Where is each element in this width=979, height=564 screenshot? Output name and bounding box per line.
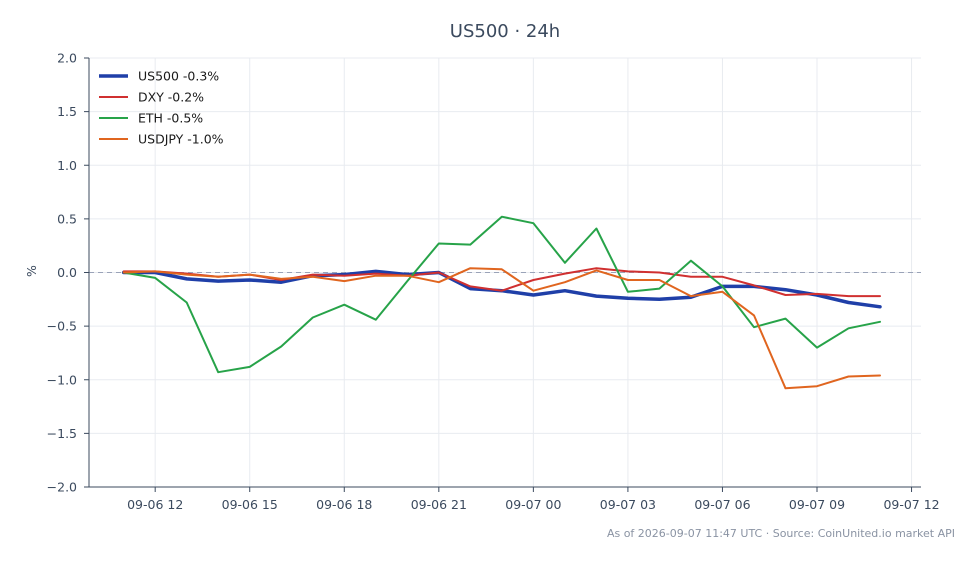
y-tick-label-6: 1.0 <box>57 158 77 173</box>
y-tick-label-3: −0.5 <box>47 319 77 334</box>
y-axis-ticks: −2.0 −1.5 −1.0 −0.5 0.0 0.5 1.0 1.5 2.0 <box>47 51 89 495</box>
y-axis-label: % <box>24 265 39 277</box>
series-line-2 <box>122 215 881 374</box>
legend-label-2: ETH -0.5% <box>138 111 203 126</box>
x-tick-label-8: 09-07 12 <box>883 497 939 512</box>
x-tick-label-6: 09-07 06 <box>694 497 750 512</box>
chart-title: US500 · 24h <box>450 21 560 42</box>
y-tick-label-8: 2.0 <box>57 51 77 66</box>
series-line-3 <box>122 267 881 390</box>
footer-source: As of 2026-09-07 11:47 UTC · Source: Coi… <box>607 527 955 540</box>
x-tick-label-5: 09-07 03 <box>600 497 656 512</box>
x-tick-label-7: 09-07 09 <box>789 497 845 512</box>
legend-label-1: DXY -0.2% <box>138 90 204 105</box>
series-lines <box>121 215 882 390</box>
y-tick-label-4: 0.0 <box>57 265 77 280</box>
y-tick-label-5: 0.5 <box>57 211 77 226</box>
x-tick-label-3: 09-06 21 <box>411 497 467 512</box>
legend-label-3: USDJPY -1.0% <box>138 132 224 147</box>
x-axis-ticks: 09-06 12 09-06 15 09-06 18 09-06 21 09-07 00… <box>127 487 940 512</box>
x-tick-label-0: 09-06 12 <box>127 497 183 512</box>
y-tick-label-2: −1.0 <box>47 372 77 387</box>
x-tick-label-2: 09-06 18 <box>316 497 372 512</box>
y-tick-label-7: 1.5 <box>57 104 77 119</box>
x-tick-label-4: 09-07 00 <box>505 497 561 512</box>
y-tick-label-1: −1.5 <box>47 426 77 441</box>
y-tick-label-0: −2.0 <box>47 480 77 495</box>
legend: US500 -0.3% DXY -0.2% ETH -0.5% USDJPY -1.0… <box>99 69 224 147</box>
legend-label-0: US500 -0.3% <box>138 69 219 84</box>
x-tick-label-1: 09-06 15 <box>222 497 278 512</box>
